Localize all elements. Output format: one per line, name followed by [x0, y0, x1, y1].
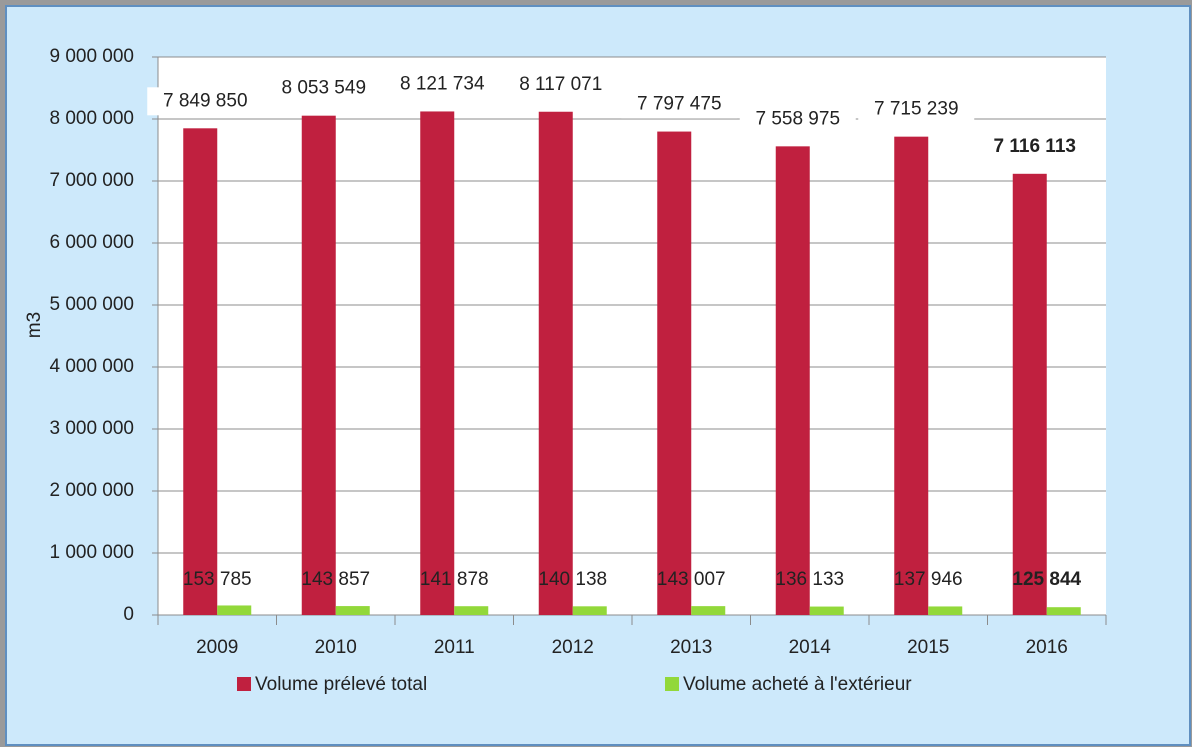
- label-bg: [858, 95, 975, 124]
- bar: [454, 606, 489, 615]
- bar: [183, 128, 218, 615]
- bar: [894, 136, 929, 615]
- data-label: 136 133: [775, 569, 844, 590]
- label-bg: [265, 74, 382, 103]
- x-tick-label: 2013: [670, 637, 712, 658]
- y-tick-label: 2 000 000: [49, 480, 134, 501]
- x-tick-label: 2011: [434, 637, 475, 658]
- data-label: 8 121 734: [400, 73, 485, 94]
- x-tick-label: 2010: [315, 637, 357, 658]
- bar: [420, 111, 455, 616]
- y-tick-label: 4 000 000: [49, 356, 134, 377]
- data-label: 140 138: [538, 569, 607, 590]
- legend-label: Volume acheté à l'extérieur: [683, 674, 912, 695]
- legend-swatch: [665, 677, 679, 691]
- y-axis-label: m3: [24, 312, 45, 338]
- data-label: 8 117 071: [519, 74, 602, 95]
- data-label: 7 715 239: [874, 99, 959, 120]
- data-label: 153 785: [183, 569, 252, 590]
- data-label: 7 849 850: [163, 90, 248, 111]
- y-tick-label: 3 000 000: [49, 418, 134, 439]
- label-bg: [739, 105, 856, 134]
- legend-label: Volume prélevé total: [255, 674, 427, 695]
- bar: [538, 111, 573, 615]
- bar: [657, 131, 692, 615]
- x-tick-label: 2009: [196, 637, 238, 658]
- x-tick-label: 2015: [907, 637, 949, 658]
- data-label: 7 558 975: [755, 108, 840, 129]
- x-tick-label: 2016: [1026, 637, 1068, 658]
- data-label: 141 878: [420, 569, 489, 590]
- bar: [691, 606, 726, 615]
- y-tick-label: 0: [123, 604, 134, 625]
- y-tick-label: 1 000 000: [49, 542, 134, 563]
- bar: [572, 606, 607, 615]
- y-tick-label: 8 000 000: [49, 108, 134, 129]
- bar: [217, 605, 252, 615]
- label-bg: [502, 70, 619, 99]
- x-tick-label: 2012: [552, 637, 594, 658]
- y-tick-label: 5 000 000: [49, 294, 134, 315]
- bar: [775, 146, 810, 615]
- data-label: 143 007: [657, 569, 726, 590]
- y-tick-label: 6 000 000: [49, 232, 134, 253]
- data-label: 7 116 113: [994, 136, 1076, 157]
- data-label: 137 946: [894, 569, 963, 590]
- bar: [1012, 173, 1047, 615]
- legend-swatch: [237, 677, 251, 691]
- bar: [1046, 607, 1081, 615]
- data-label: 125 844: [1012, 569, 1081, 590]
- label-bg: [621, 90, 738, 119]
- bar: [928, 606, 963, 615]
- data-label: 7 797 475: [637, 94, 722, 115]
- label-bg: [384, 70, 501, 99]
- y-tick-label: 9 000 000: [49, 46, 134, 67]
- data-label: 8 053 549: [281, 78, 366, 99]
- bar: [335, 606, 370, 615]
- x-tick-label: 2014: [789, 637, 832, 658]
- bar: [809, 606, 844, 615]
- plot-area: [158, 57, 1106, 615]
- y-tick-label: 7 000 000: [49, 170, 134, 191]
- bar: [301, 115, 336, 615]
- label-bg: [147, 87, 264, 116]
- data-label: 143 857: [301, 569, 370, 590]
